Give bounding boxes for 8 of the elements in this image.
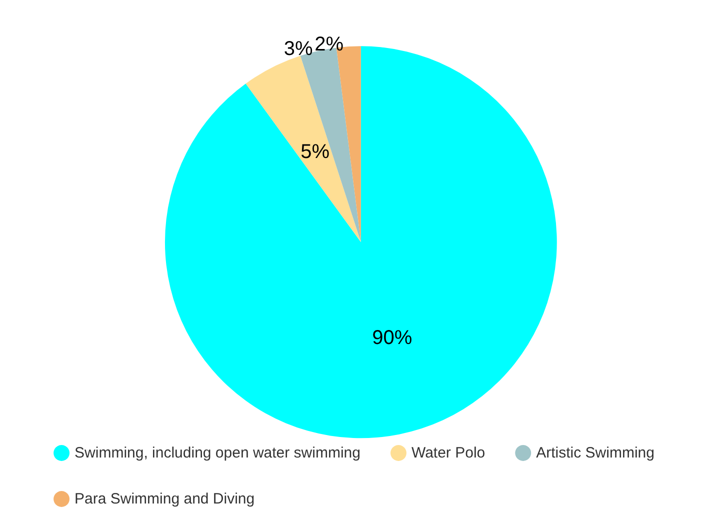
data-label: 5%: [300, 141, 330, 164]
data-label: 2%: [314, 34, 344, 56]
legend-label: Artistic Swimming: [536, 444, 654, 462]
data-label: 90%: [372, 327, 412, 350]
data-label: 3%: [284, 38, 313, 60]
legend-label: Water Polo: [411, 444, 486, 462]
legend-label: Para Swimming and Diving: [74, 490, 255, 508]
legend-label: Swimming, including open water swimming: [74, 444, 360, 462]
